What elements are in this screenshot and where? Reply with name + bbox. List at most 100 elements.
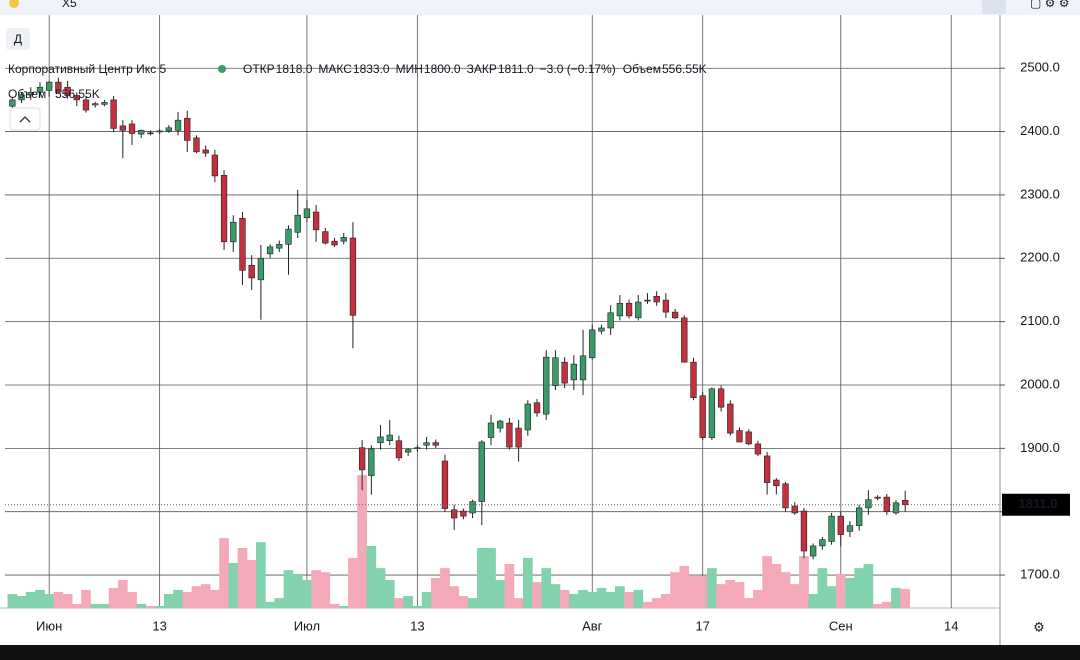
y-tick-label: 2000.0 bbox=[1020, 376, 1060, 391]
collapse-button[interactable] bbox=[9, 107, 41, 131]
candle-body bbox=[460, 510, 467, 517]
candle-body bbox=[174, 119, 182, 131]
volume-bar bbox=[780, 572, 791, 608]
candle-body bbox=[119, 125, 126, 131]
volume-bar bbox=[219, 538, 229, 608]
legend-value: 1818.0 bbox=[276, 62, 313, 76]
candle-body bbox=[635, 301, 642, 319]
candle-body bbox=[717, 388, 725, 408]
volume-bar bbox=[136, 603, 147, 608]
legend-label: Объем bbox=[623, 62, 661, 76]
volume-bar bbox=[228, 563, 239, 608]
volume-bar bbox=[25, 591, 36, 608]
interval-label[interactable]: Д bbox=[14, 32, 22, 46]
volume-bar bbox=[302, 580, 312, 608]
volume-bar bbox=[615, 586, 625, 608]
volume-bar bbox=[163, 594, 174, 608]
dropdown[interactable] bbox=[982, 0, 1006, 14]
volume-bar bbox=[329, 603, 340, 608]
volume-bar bbox=[716, 584, 726, 608]
volume-bar bbox=[338, 605, 349, 608]
volume-bar bbox=[476, 548, 487, 608]
candle-body bbox=[800, 510, 808, 552]
volume-bar bbox=[44, 594, 55, 608]
volume-bar bbox=[817, 568, 828, 608]
candle-body bbox=[570, 363, 577, 381]
candle-body bbox=[358, 447, 366, 471]
candle-body bbox=[487, 422, 495, 438]
candle-body bbox=[432, 442, 439, 446]
volume-bar bbox=[605, 591, 616, 608]
candle-body bbox=[156, 130, 163, 133]
bottom-strip bbox=[0, 645, 1080, 660]
candle-body bbox=[128, 123, 136, 134]
candle-body bbox=[856, 507, 863, 526]
volume-bar bbox=[845, 578, 855, 608]
window-icons[interactable]: ▢ ⚙ ⚙ bbox=[1030, 0, 1070, 10]
volume-bar bbox=[274, 598, 285, 608]
candle-body bbox=[211, 154, 219, 177]
candle-body bbox=[736, 430, 743, 443]
volume-bar bbox=[117, 580, 128, 608]
candle-body bbox=[533, 402, 541, 414]
volume-bar bbox=[246, 559, 257, 608]
candle-body bbox=[754, 443, 762, 455]
volume-bar bbox=[587, 591, 598, 608]
y-tick-label: 2300.0 bbox=[1020, 186, 1060, 201]
candle-body bbox=[441, 460, 449, 509]
candle-body bbox=[64, 86, 71, 96]
candle-body bbox=[662, 299, 670, 313]
candle-body bbox=[773, 479, 780, 487]
candle-body bbox=[451, 509, 458, 519]
y-tick-label: 2500.0 bbox=[1020, 60, 1060, 75]
volume-legend-label: Объем bbox=[8, 87, 46, 101]
volume-bar bbox=[799, 556, 809, 608]
candle-body bbox=[819, 539, 826, 547]
candle-body bbox=[303, 208, 311, 219]
volume-bar bbox=[348, 557, 358, 608]
volume-bar bbox=[182, 591, 193, 608]
volume-bar bbox=[707, 568, 717, 608]
candle-body bbox=[699, 395, 706, 438]
legend-label: ОТКР bbox=[243, 62, 275, 76]
volume-bar bbox=[53, 591, 64, 608]
candle-body bbox=[791, 505, 798, 514]
interval-button[interactable] bbox=[6, 28, 30, 50]
volume-bar bbox=[99, 603, 110, 608]
volume-bar bbox=[90, 603, 101, 608]
candle-body bbox=[276, 244, 283, 249]
candle-body bbox=[312, 211, 320, 231]
x-tick-label: 17 bbox=[695, 618, 709, 633]
candle-body bbox=[46, 81, 53, 91]
candle-body bbox=[257, 257, 265, 281]
search-text[interactable]: X5 bbox=[62, 0, 77, 10]
volume-bar bbox=[320, 572, 331, 608]
volume-bar bbox=[375, 568, 386, 608]
candle-body bbox=[469, 501, 476, 514]
volume-bar bbox=[532, 582, 542, 608]
volume-bar bbox=[642, 601, 653, 608]
volume-bar bbox=[854, 568, 865, 608]
volume-bar bbox=[522, 557, 533, 608]
volume-bar bbox=[688, 575, 699, 608]
volume-bar bbox=[256, 542, 266, 608]
volume-bar bbox=[826, 586, 837, 608]
candle-body bbox=[883, 496, 890, 513]
volume-bar bbox=[808, 594, 819, 608]
candle-body bbox=[386, 434, 393, 442]
x-tick-label: Авг bbox=[582, 618, 603, 633]
last-price-label: 1811.0 bbox=[1018, 496, 1057, 511]
candle-body bbox=[36, 86, 44, 93]
collapse-icon[interactable] bbox=[19, 116, 31, 123]
volume-bar bbox=[891, 587, 901, 608]
volume-bar bbox=[670, 572, 680, 608]
candle-body bbox=[478, 441, 485, 502]
y-tick-label: 2100.0 bbox=[1020, 313, 1060, 328]
settings-icon[interactable]: ⚙ bbox=[1033, 619, 1045, 634]
candle-body bbox=[138, 130, 145, 135]
candle-body bbox=[340, 237, 347, 242]
volume-bar bbox=[81, 589, 91, 608]
volume-bar bbox=[108, 587, 119, 608]
volume-bar bbox=[16, 596, 27, 608]
